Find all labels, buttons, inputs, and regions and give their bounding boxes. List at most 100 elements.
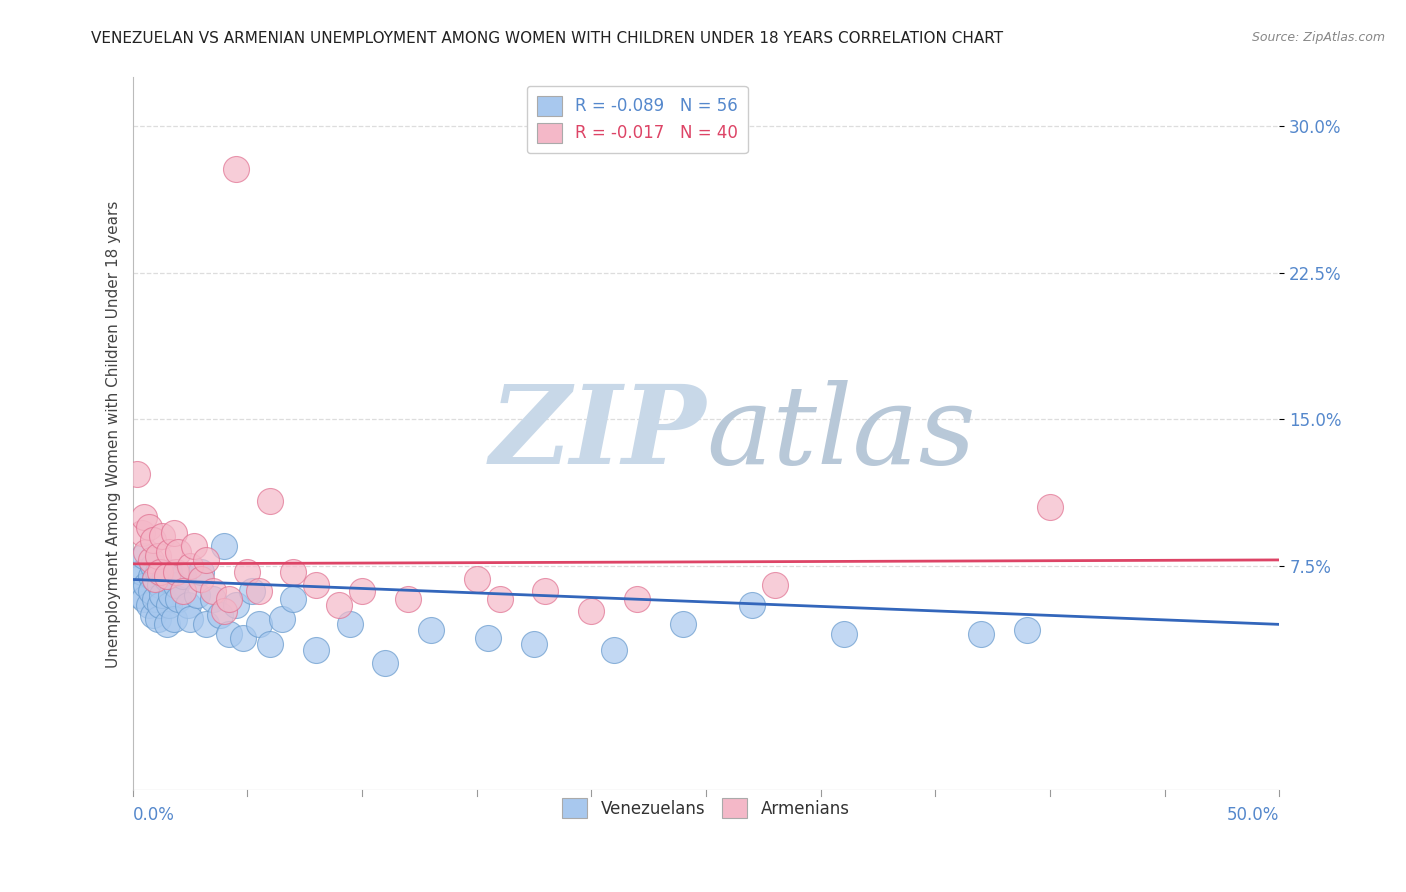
Point: [127, 573, 149, 587]
Point: [218, 627, 240, 641]
Point: [145, 592, 167, 607]
Point: [160, 588, 183, 602]
Point: [176, 598, 198, 612]
Text: 0.0%: 0.0%: [132, 806, 174, 824]
Point: [145, 573, 167, 587]
Point: [165, 578, 187, 592]
Point: [236, 565, 259, 579]
Point: [581, 604, 603, 618]
Point: [626, 592, 648, 607]
Point: [225, 162, 247, 177]
Point: [153, 568, 176, 582]
Point: [201, 584, 224, 599]
Point: [142, 558, 165, 573]
Point: [201, 592, 224, 607]
Point: [281, 592, 304, 607]
Point: [132, 510, 155, 524]
Point: [970, 627, 993, 641]
Point: [167, 592, 190, 607]
Point: [156, 617, 179, 632]
Point: [157, 565, 180, 579]
Point: [218, 592, 240, 607]
Point: [142, 607, 165, 622]
Point: [183, 539, 205, 553]
Point: [208, 607, 231, 622]
Point: [157, 545, 180, 559]
Point: [465, 573, 488, 587]
Point: [259, 637, 281, 651]
Point: [149, 598, 172, 612]
Point: [138, 598, 160, 612]
Point: [247, 617, 270, 632]
Point: [131, 565, 153, 579]
Legend: Venezuelans, Armenians: Venezuelans, Armenians: [555, 791, 856, 825]
Point: [157, 598, 180, 612]
Point: [832, 627, 855, 641]
Point: [396, 592, 419, 607]
Point: [603, 642, 626, 657]
Point: [281, 565, 304, 579]
Point: [163, 611, 186, 625]
Point: [128, 588, 150, 602]
Point: [186, 588, 208, 602]
Point: [135, 578, 157, 592]
Point: [138, 519, 160, 533]
Point: [232, 631, 254, 645]
Point: [305, 642, 328, 657]
Point: [172, 568, 194, 582]
Point: [172, 584, 194, 599]
Point: [179, 558, 201, 573]
Point: [374, 657, 396, 671]
Point: [328, 598, 350, 612]
Text: VENEZUELAN VS ARMENIAN UNEMPLOYMENT AMONG WOMEN WITH CHILDREN UNDER 18 YEARS COR: VENEZUELAN VS ARMENIAN UNEMPLOYMENT AMON…: [91, 31, 1004, 46]
Point: [305, 578, 328, 592]
Point: [1039, 500, 1062, 515]
Point: [146, 565, 169, 579]
Point: [149, 578, 172, 592]
Point: [212, 604, 235, 618]
Point: [534, 584, 557, 599]
Point: [145, 573, 167, 587]
Point: [146, 611, 169, 625]
Point: [194, 553, 217, 567]
Point: [127, 467, 149, 481]
Point: [672, 617, 695, 632]
Text: ZIP: ZIP: [489, 380, 706, 488]
Point: [139, 553, 162, 567]
Point: [179, 611, 201, 625]
Point: [150, 529, 173, 543]
Point: [156, 568, 179, 582]
Point: [190, 565, 212, 579]
Point: [741, 598, 763, 612]
Point: [212, 539, 235, 553]
Point: [763, 578, 786, 592]
Point: [142, 533, 165, 548]
Point: [240, 584, 263, 599]
Point: [477, 631, 499, 645]
Point: [488, 592, 510, 607]
Point: [131, 525, 153, 540]
Point: [163, 525, 186, 540]
Point: [225, 598, 247, 612]
Point: [132, 592, 155, 607]
Point: [270, 611, 292, 625]
Point: [150, 588, 173, 602]
Point: [194, 617, 217, 632]
Point: [339, 617, 361, 632]
Text: 50.0%: 50.0%: [1227, 806, 1279, 824]
Point: [523, 637, 546, 651]
Point: [132, 549, 155, 563]
Point: [139, 568, 162, 582]
Text: atlas: atlas: [706, 380, 976, 488]
Point: [135, 545, 157, 559]
Point: [149, 565, 172, 579]
Point: [259, 494, 281, 508]
Text: Source: ZipAtlas.com: Source: ZipAtlas.com: [1251, 31, 1385, 45]
Y-axis label: Unemployment Among Women with Children Under 18 years: Unemployment Among Women with Children U…: [107, 200, 121, 667]
Point: [247, 584, 270, 599]
Point: [419, 624, 441, 638]
Point: [190, 573, 212, 587]
Point: [350, 584, 373, 599]
Point: [165, 565, 187, 579]
Point: [167, 545, 190, 559]
